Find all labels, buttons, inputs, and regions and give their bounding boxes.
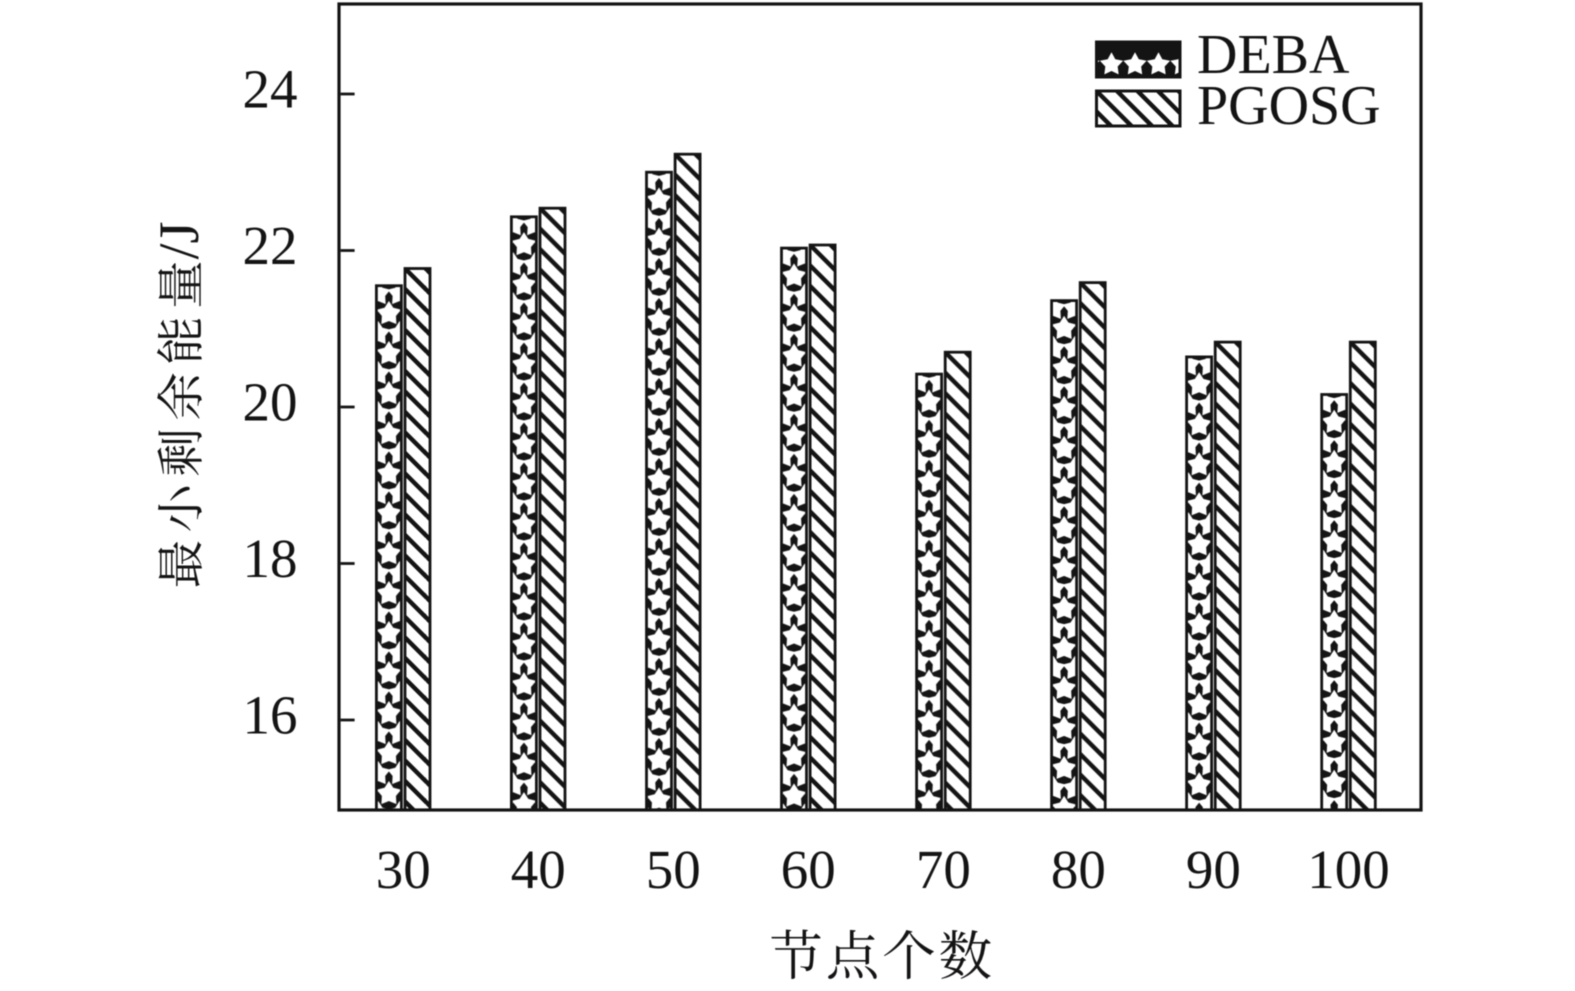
bar-deba-40 xyxy=(509,215,538,812)
bar-pgosg-90 xyxy=(1213,340,1242,812)
y-tick-label-22: 22 xyxy=(243,215,298,276)
bar-deba-80 xyxy=(1050,299,1078,812)
y-tick-label-18: 18 xyxy=(243,528,298,589)
x-tick-labels-group: 30 40 50 60 70 80 90 100 xyxy=(376,839,1390,900)
axis-label-latin-run: /J xyxy=(148,221,211,259)
legend-swatch-pgosg xyxy=(1095,89,1182,128)
bar-deba-100 xyxy=(1320,393,1349,812)
glyph-个 xyxy=(884,930,934,980)
glyph-最 xyxy=(158,541,202,587)
legend-swatch-deba xyxy=(1095,40,1182,79)
y-tick-labels-group: 16 18 20 22 24 xyxy=(243,59,298,746)
glyph-节 xyxy=(771,929,821,979)
y-tick-label-16: 16 xyxy=(243,685,298,746)
y-tick-label-20: 20 xyxy=(243,372,298,433)
bar-deba-60 xyxy=(780,246,808,812)
glyph-余 xyxy=(157,373,202,419)
bar-deba-70 xyxy=(915,372,943,812)
bar-pgosg-40 xyxy=(538,206,567,812)
y-ticks-group xyxy=(340,92,355,722)
legend-label-pgosg: PGOSG xyxy=(1197,75,1381,137)
bar-deba-30 xyxy=(374,284,403,812)
bar-pgosg-60 xyxy=(808,243,837,812)
y-axis-label: /J xyxy=(148,221,211,587)
glyph-数 xyxy=(940,929,991,979)
glyph-小 xyxy=(158,486,202,531)
glyph-能 xyxy=(156,318,202,363)
x-axis-label xyxy=(771,929,991,980)
glyph-点 xyxy=(828,929,877,979)
glyph-量 xyxy=(158,262,201,307)
x-tick-label-100: 100 xyxy=(1307,839,1390,900)
x-tick-label-40: 40 xyxy=(511,839,566,900)
x-tick-label-90: 90 xyxy=(1186,839,1241,900)
bar-pgosg-70 xyxy=(943,350,972,812)
x-tick-label-80: 80 xyxy=(1051,839,1106,900)
x-tick-label-60: 60 xyxy=(781,839,836,900)
bar-deba-90 xyxy=(1185,355,1213,812)
bar-pgosg-30 xyxy=(403,267,432,812)
x-tick-label-70: 70 xyxy=(916,839,971,900)
glyph-剩 xyxy=(157,430,202,476)
bars-group xyxy=(374,152,1377,812)
legend-swatch-fill-deba xyxy=(1096,42,1180,77)
y-tick-label-24: 24 xyxy=(243,59,298,120)
bar-pgosg-80 xyxy=(1078,281,1107,812)
plot-frame xyxy=(337,2,1423,812)
x-tick-label-50: 50 xyxy=(646,839,701,900)
x-tick-label-30: 30 xyxy=(376,839,431,900)
bar-deba-50 xyxy=(645,170,673,812)
legend-label-deba: DEBA xyxy=(1197,24,1350,86)
bar-pgosg-50 xyxy=(673,152,702,812)
bar-pgosg-100 xyxy=(1348,340,1377,812)
